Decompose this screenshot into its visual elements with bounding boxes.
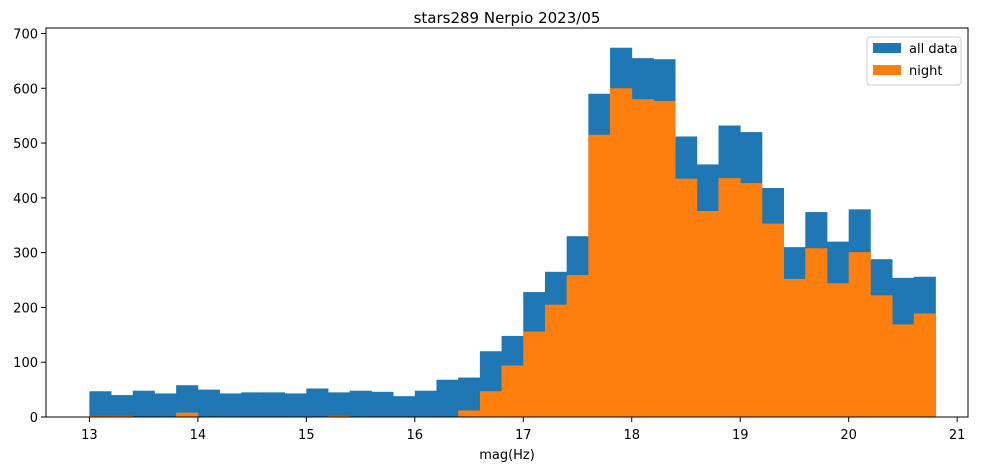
bar-night — [740, 183, 763, 417]
chart-title: stars289 Nerpio 2023/05 — [414, 9, 601, 27]
bar-night — [805, 248, 828, 417]
bar-night — [783, 278, 806, 417]
bar-night — [501, 365, 524, 417]
y-tick-label: 400 — [13, 192, 38, 207]
x-tick-label: 14 — [190, 428, 207, 443]
bar-night — [675, 178, 698, 417]
bar-all-data — [89, 391, 112, 417]
x-axis-label: mag(Hz) — [479, 448, 535, 463]
y-tick-label: 0 — [30, 411, 38, 426]
bar-night — [892, 324, 915, 417]
bar-all-data — [176, 385, 199, 417]
bar-night — [89, 415, 112, 417]
bar-night — [566, 275, 589, 417]
legend-label-all-data: all data — [909, 42, 958, 57]
y-tick-label: 600 — [13, 82, 38, 97]
x-axis: 13 14 15 16 17 18 19 20 21 — [81, 417, 965, 443]
y-axis: 0 100 200 300 400 500 600 700 — [13, 27, 46, 426]
bar-all-data — [262, 392, 286, 417]
bar-night — [913, 313, 936, 417]
plot-frame — [45, 27, 969, 418]
bar-night — [696, 210, 719, 417]
bar-night — [544, 304, 568, 417]
bar-all-data — [111, 395, 134, 417]
bar-all-data — [436, 379, 459, 417]
x-tick-label: 15 — [298, 428, 315, 443]
bar-night — [761, 223, 784, 417]
bar-all-data — [154, 393, 177, 417]
bar-all-data — [371, 391, 394, 417]
bar-all-data — [458, 377, 481, 417]
bar-night — [826, 283, 850, 417]
bar-night — [718, 178, 741, 417]
bar-night — [610, 88, 633, 418]
x-tick-label: 18 — [623, 428, 640, 443]
bar-night — [523, 331, 546, 417]
bar-night — [588, 134, 611, 417]
y-tick-label: 200 — [13, 301, 38, 316]
bar-all-data — [306, 388, 329, 417]
bar-night — [458, 410, 481, 417]
bar-night — [848, 252, 871, 417]
bar-night — [631, 99, 654, 417]
legend: all data night — [866, 36, 962, 86]
y-tick-label: 500 — [13, 137, 38, 152]
x-tick-label: 21 — [949, 428, 966, 443]
series-night-bars — [89, 88, 936, 418]
legend-label-night: night — [909, 64, 942, 79]
bar-all-data — [241, 392, 264, 417]
y-tick-label: 700 — [13, 27, 38, 42]
bar-all-data — [284, 393, 307, 417]
bar-all-data — [132, 390, 155, 417]
x-tick-label: 13 — [81, 428, 98, 443]
bar-night — [111, 415, 134, 417]
bar-night — [870, 295, 893, 417]
bar-all-data — [197, 389, 220, 417]
x-tick-label: 19 — [732, 428, 749, 443]
y-tick-label: 100 — [13, 356, 38, 371]
x-tick-label: 20 — [840, 428, 857, 443]
x-tick-label: 16 — [407, 428, 424, 443]
bar-all-data — [219, 393, 242, 417]
y-tick-label: 300 — [13, 247, 38, 262]
bar-night — [479, 391, 502, 417]
legend-swatch-night — [873, 65, 901, 75]
bar-night — [176, 412, 199, 417]
x-tick-label: 17 — [515, 428, 532, 443]
bar-night — [653, 100, 676, 418]
bar-all-data — [328, 392, 351, 417]
bar-night — [328, 415, 351, 417]
legend-swatch-all-data — [873, 43, 901, 53]
bar-all-data — [349, 390, 372, 417]
bar-all-data — [414, 390, 437, 417]
bar-all-data — [393, 396, 416, 417]
